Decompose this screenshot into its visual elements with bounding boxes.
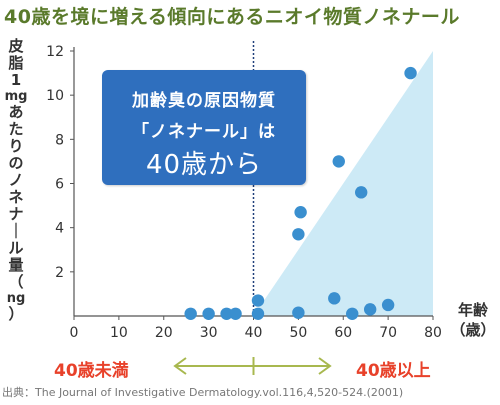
y-axis-label-char: ナ [8, 205, 24, 223]
data-point [404, 66, 417, 80]
data-point [251, 307, 265, 320]
y-axis-label-char: 皮 [8, 37, 24, 55]
callout-line-1: 加齢臭の原因物質 [132, 91, 276, 111]
y-axis-label-char: 量 [8, 256, 24, 274]
x-tick-label: 80 [424, 325, 442, 341]
data-point [184, 307, 197, 320]
data-point [294, 206, 307, 219]
y-axis-label-char: （ [8, 273, 24, 291]
x-tick-label: 0 [70, 325, 79, 341]
y-tick-label: 10 [46, 88, 64, 104]
data-point [202, 307, 215, 320]
y-axis-label-char: ノ [8, 171, 24, 189]
data-point [355, 186, 368, 199]
data-point [220, 307, 233, 320]
callout-line-3: 40歳から [145, 150, 263, 180]
y-axis-label-char: の [8, 154, 24, 172]
y-axis-label-char: 脂 [8, 54, 24, 72]
y-axis-label-char: ネ [8, 188, 24, 206]
data-point [292, 306, 305, 319]
data-point [229, 307, 242, 320]
x-tick-label: 50 [289, 325, 307, 341]
y-tick-label: 12 [46, 44, 64, 60]
y-axis-label-char: mg [4, 89, 28, 104]
y-axis-label-char: 1 [10, 71, 22, 89]
y-tick-label: 4 [55, 221, 64, 237]
data-point [381, 298, 395, 312]
x-tick-label: 70 [379, 325, 397, 341]
data-point [251, 294, 265, 307]
callout-box: 加齢臭の原因物質 「ノネナール」は 40歳から [102, 70, 306, 185]
shaded-region [253, 51, 433, 316]
x-tick-label: 60 [334, 325, 352, 341]
range-right-label: 40歳以上 [356, 361, 431, 381]
data-point [346, 307, 359, 320]
y-axis-label: 皮脂 1 mg あたりのノネナ｜ル量（ng） [2, 38, 30, 323]
range-arrow-left-head [173, 357, 187, 375]
x-tick-label: 30 [200, 325, 218, 341]
y-tick-label: 2 [55, 265, 64, 281]
y-axis-label-char: り [8, 137, 24, 155]
y-axis-label-char: ） [8, 305, 24, 323]
y-axis-label-char: あ [8, 103, 24, 121]
x-tick-label: 10 [110, 325, 128, 341]
source-citation: 出典：The Journal of Investigative Dermatol… [2, 386, 404, 399]
x-tick-label: 40 [245, 325, 263, 341]
data-point [328, 292, 341, 305]
y-axis-label-char: ｜ [8, 222, 24, 240]
range-left-label: 40歳未満 [54, 361, 129, 381]
y-axis-label-char: ル [8, 239, 24, 257]
y-tick-label: 6 [55, 177, 64, 193]
callout-line-2: 「ノネナール」は [132, 122, 276, 142]
x-axis-label: 年齢 （歳） [448, 300, 498, 340]
chart-title: 40歳を境に増える傾向にあるニオイ物質ノネナール [4, 6, 460, 28]
range-arrow-right-head [318, 357, 332, 375]
x-axis-label-line: （歳） [450, 321, 496, 339]
y-axis-label-char: ng [6, 291, 26, 306]
y-axis-label-char: た [8, 120, 24, 138]
x-axis-label-line: 年齢 [457, 301, 488, 319]
data-point [363, 303, 377, 316]
y-tick-label: 8 [55, 132, 64, 148]
data-point [332, 155, 345, 168]
data-point [292, 228, 305, 241]
x-tick-label: 20 [155, 325, 173, 341]
